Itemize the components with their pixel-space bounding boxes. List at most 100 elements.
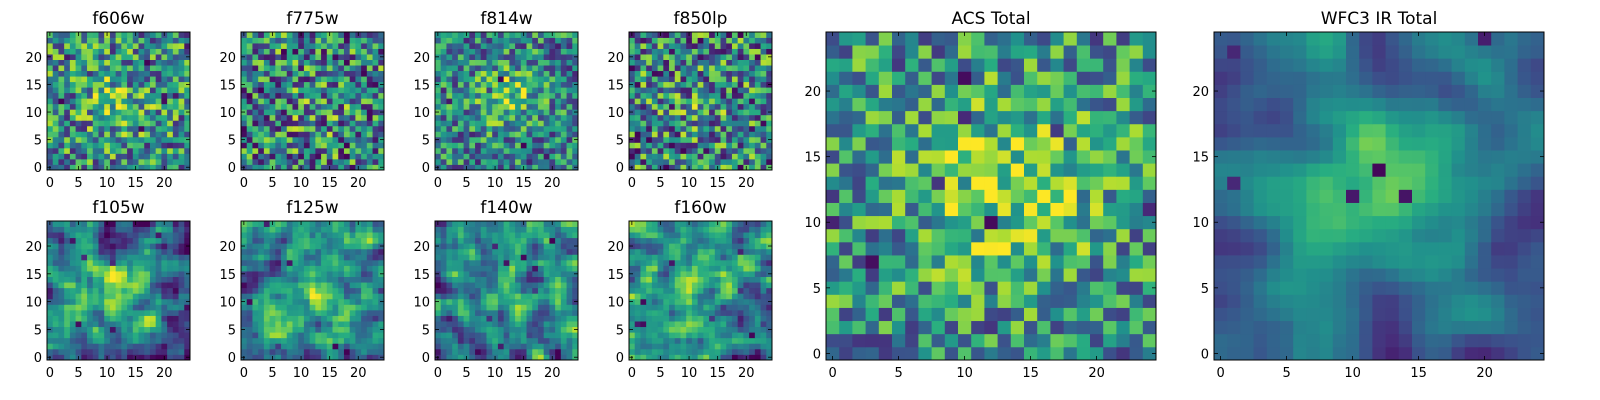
heatmap-cell <box>452 76 459 83</box>
heatmap-cell <box>629 120 636 127</box>
heatmap-cell <box>651 309 658 316</box>
heatmap-cell <box>361 43 368 49</box>
heatmap-cell <box>47 282 54 289</box>
heatmap-cell <box>109 98 117 105</box>
heatmap-cell <box>657 87 664 94</box>
heatmap-cell <box>526 304 533 311</box>
heatmap-cell <box>87 81 94 88</box>
heatmap-cell <box>64 254 71 261</box>
heatmap-cell <box>115 343 122 350</box>
heatmap-cell <box>149 54 157 60</box>
heatmap-cell <box>161 153 168 160</box>
heatmap-cell <box>155 59 162 66</box>
heatmap-cell <box>275 65 282 72</box>
heatmap-cell <box>281 158 288 165</box>
heatmap-cell <box>457 37 464 44</box>
heatmap-cell <box>537 87 545 94</box>
heatmap-cell <box>69 254 76 261</box>
heatmap-cell <box>674 43 681 49</box>
heatmap-cell <box>766 332 773 339</box>
heatmap-cell <box>526 232 533 239</box>
heatmap-cell <box>338 114 345 121</box>
heatmap-cell <box>475 76 482 83</box>
heatmap-cell <box>537 158 545 165</box>
heatmap-cell <box>503 114 510 121</box>
heatmap-cell <box>537 32 545 38</box>
heatmap-cell <box>92 87 99 94</box>
heatmap-cell <box>155 254 162 261</box>
heatmap-cell <box>726 70 733 77</box>
heatmap-cell <box>657 309 664 316</box>
heatmap-cell <box>520 298 527 305</box>
heatmap-cell <box>269 120 276 127</box>
heatmap-cell <box>246 54 253 60</box>
heatmap-cell <box>680 131 687 138</box>
heatmap-cell <box>64 276 71 283</box>
heatmap-cell <box>69 76 76 83</box>
heatmap-cell <box>349 153 356 160</box>
heatmap-cell <box>555 54 562 60</box>
heatmap-cell <box>737 136 744 143</box>
heatmap-cell <box>167 337 174 344</box>
heatmap-cell <box>686 321 693 328</box>
heatmap-cell <box>292 76 299 83</box>
heatmap-cell <box>258 142 265 149</box>
heatmap-cell <box>572 282 579 289</box>
heatmap-cell <box>343 164 351 171</box>
heatmap-cell <box>161 125 168 132</box>
heatmap-cell <box>515 309 522 316</box>
heatmap-cell <box>98 142 105 149</box>
heatmap-cell <box>657 70 664 77</box>
heatmap-cell <box>252 103 259 110</box>
heatmap-cell <box>343 315 351 322</box>
heatmap-cell <box>480 298 487 305</box>
heatmap-cell <box>349 354 356 361</box>
heatmap-cell <box>503 81 510 88</box>
heatmap-cell <box>691 315 699 322</box>
heatmap-cell <box>263 309 270 316</box>
heatmap-cell <box>167 48 174 55</box>
heatmap-cell <box>537 276 545 283</box>
heatmap-cell <box>92 136 99 143</box>
heatmap-cell <box>366 76 373 83</box>
heatmap-cell <box>646 98 653 105</box>
heatmap-cell <box>543 326 550 333</box>
heatmap-cell <box>743 65 750 72</box>
heatmap-cell <box>338 164 345 171</box>
heatmap-cell <box>372 70 379 77</box>
heatmap-cell <box>480 59 487 66</box>
heatmap-cell <box>515 114 522 121</box>
heatmap-cell <box>509 298 516 305</box>
heatmap-cell <box>252 304 259 311</box>
heatmap-cell <box>258 131 265 138</box>
heatmap-cell <box>355 326 362 333</box>
heatmap-cell <box>332 287 339 294</box>
heatmap-cell <box>64 315 71 322</box>
x-tick-label: 5 <box>74 366 82 381</box>
heatmap-cell <box>275 287 282 294</box>
heatmap-cell <box>315 43 322 49</box>
heatmap-cell <box>457 125 464 132</box>
heatmap-cell <box>572 332 579 339</box>
heatmap-cell <box>138 265 145 272</box>
heatmap-cell <box>714 332 721 339</box>
heatmap-cell <box>486 142 493 149</box>
heatmap-cell <box>172 65 179 72</box>
heatmap-cell <box>743 131 750 138</box>
heatmap-cell <box>321 304 328 311</box>
heatmap-cell <box>497 87 505 94</box>
heatmap-cell <box>64 293 71 300</box>
heatmap-cell <box>98 304 105 311</box>
heatmap-cell <box>263 298 270 305</box>
heatmap-cell <box>303 337 311 344</box>
heatmap-cell <box>303 254 311 261</box>
heatmap-cell <box>275 92 282 99</box>
heatmap-cell <box>303 315 311 322</box>
heatmap-cell <box>75 114 82 121</box>
heatmap-cell <box>315 70 322 77</box>
heatmap-cell <box>52 354 59 361</box>
heatmap-cell <box>361 92 368 99</box>
heatmap-cell <box>726 81 733 88</box>
heatmap-cell <box>52 81 59 88</box>
heatmap-cell <box>144 348 151 355</box>
